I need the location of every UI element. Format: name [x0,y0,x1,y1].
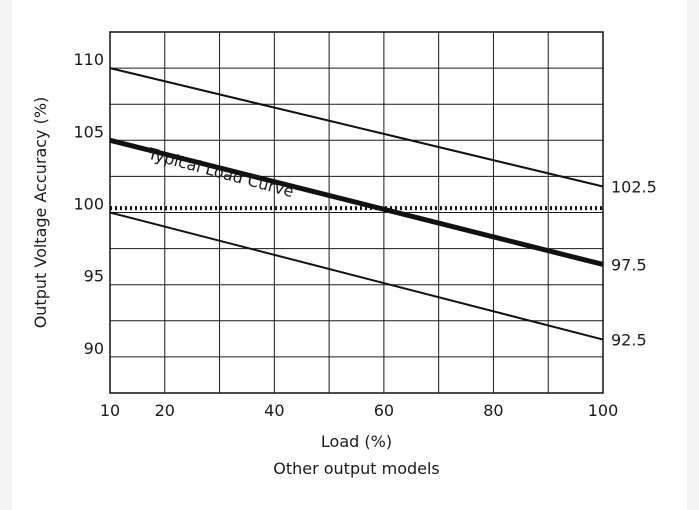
series-end-label: 97.5 [611,255,647,274]
series-line-1 [109,67,604,188]
series-end-label: 102.5 [611,178,657,197]
x-tick-label: 100 [588,401,619,420]
y-tick-label: 95 [84,267,104,286]
series-line-2 [109,137,604,267]
plot-frame [109,31,604,394]
chart-figure: 90 95 100 105 110 10 20 40 60 80 100 102.5 97.5 92.… [12,0,687,510]
y-tick-label: 110 [73,50,104,69]
x-tick-label: 10 [100,401,120,420]
series-line-3 [109,211,604,341]
y-tick-label: 105 [73,122,104,141]
chart-subtitle: Other output models [273,459,440,478]
x-tick-label: 40 [264,401,284,420]
y-tick-label: 100 [73,195,104,214]
y-tick-label: 90 [84,339,104,358]
x-tick-label: 20 [155,401,175,420]
load-curve-chart: 90 95 100 105 110 10 20 40 60 80 100 102.5 97.5 92.… [31,31,657,478]
x-axis-label: Load (%) [321,432,392,451]
curve-annotation: Typical Load Curve [145,144,296,201]
series-end-label: 92.5 [611,331,647,350]
y-axis-label: Output Voltage Accuracy (%) [31,97,50,329]
x-tick-label: 80 [483,401,503,420]
x-tick-label: 60 [374,401,394,420]
